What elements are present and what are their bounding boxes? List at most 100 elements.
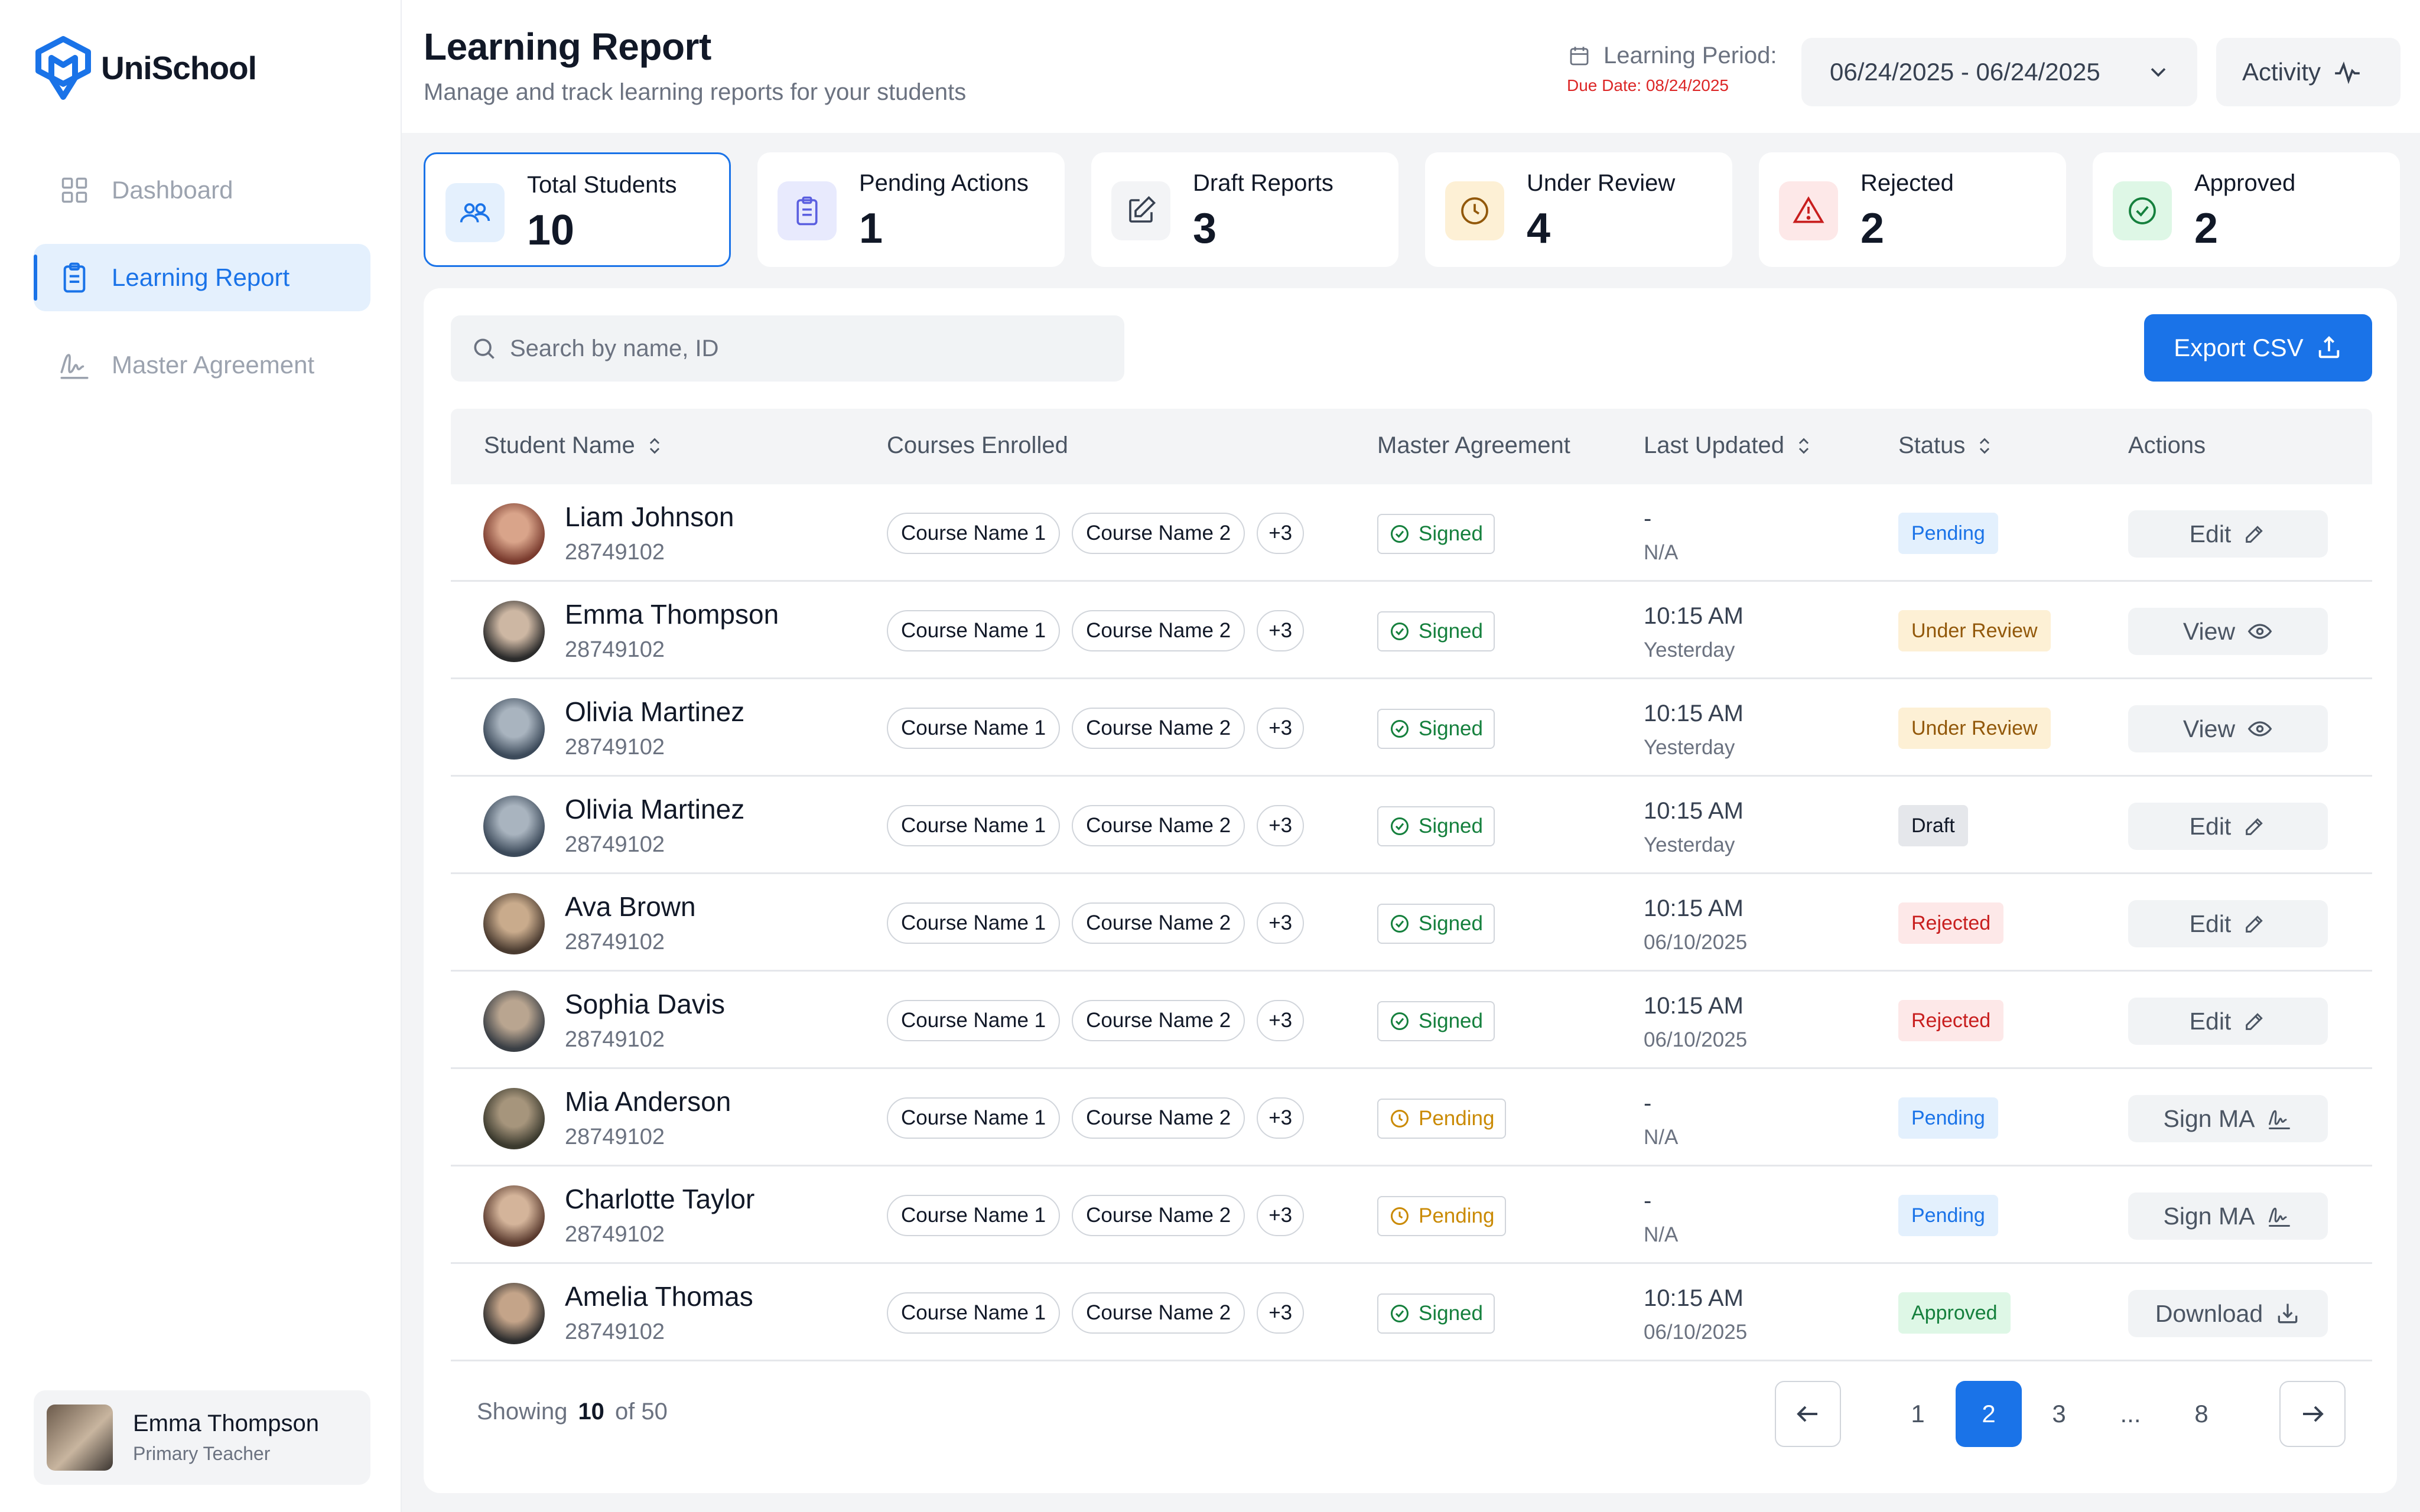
- column-status[interactable]: Status: [1898, 432, 1995, 459]
- more-courses-chip[interactable]: +3: [1257, 1292, 1305, 1334]
- student-name[interactable]: Charlotte Taylor: [565, 1184, 755, 1214]
- more-courses-chip[interactable]: +3: [1257, 1000, 1305, 1041]
- course-chip[interactable]: Course Name 2: [1072, 902, 1245, 944]
- student-name[interactable]: Olivia Martinez: [565, 794, 745, 825]
- row-action-button[interactable]: Sign MA: [2128, 1095, 2328, 1142]
- stat-card-pending-actions[interactable]: Pending Actions 1: [757, 152, 1065, 267]
- stat-card-under-review[interactable]: Under Review 4: [1425, 152, 1732, 267]
- master-agreement-badge: Signed: [1377, 611, 1495, 651]
- course-chip[interactable]: Course Name 2: [1072, 610, 1245, 651]
- course-chip[interactable]: Course Name 2: [1072, 1000, 1245, 1041]
- row-action-button[interactable]: Edit: [2128, 900, 2328, 947]
- course-chip[interactable]: Course Name 1: [887, 610, 1061, 651]
- column-student-name[interactable]: Student Name: [484, 432, 665, 459]
- user-profile-card[interactable]: Emma Thompson Primary Teacher: [34, 1390, 370, 1485]
- more-courses-chip[interactable]: +3: [1257, 805, 1305, 846]
- course-chip[interactable]: Course Name 1: [887, 513, 1061, 554]
- activity-icon: [2335, 61, 2360, 84]
- student-name[interactable]: Ava Brown: [565, 891, 696, 922]
- last-updated-time: -: [1644, 1188, 1652, 1214]
- course-chip[interactable]: Course Name 2: [1072, 1292, 1245, 1334]
- avatar: [483, 1088, 545, 1149]
- stat-card-rejected[interactable]: Rejected 2: [1759, 152, 2066, 267]
- course-chips: Course Name 1 Course Name 2 +3: [887, 1195, 1316, 1236]
- course-chip[interactable]: Course Name 1: [887, 1292, 1061, 1334]
- check-circle-icon: [1391, 623, 1409, 640]
- student-id: 28749102: [565, 832, 665, 857]
- course-chip[interactable]: Course Name 2: [1072, 1097, 1245, 1139]
- page-button-2[interactable]: 2: [1956, 1381, 2022, 1447]
- clock-icon: [1445, 181, 1504, 240]
- page-button-1[interactable]: 1: [1911, 1400, 1925, 1428]
- more-courses-chip[interactable]: +3: [1257, 708, 1305, 749]
- stat-value: 3: [1193, 205, 1217, 252]
- more-courses-chip[interactable]: +3: [1257, 1097, 1305, 1139]
- student-name[interactable]: Olivia Martinez: [565, 696, 745, 727]
- course-chip[interactable]: Course Name 2: [1072, 805, 1245, 846]
- row-action-button[interactable]: Sign MA: [2128, 1192, 2328, 1240]
- sidebar-item-master-agreement[interactable]: Master Agreement: [34, 331, 370, 399]
- course-chip[interactable]: Course Name 2: [1072, 1195, 1245, 1236]
- student-name[interactable]: Sophia Davis: [565, 989, 726, 1019]
- student-name[interactable]: Amelia Thomas: [565, 1281, 753, 1312]
- stat-card-total-students[interactable]: Total Students 10: [424, 152, 731, 267]
- stat-card-approved[interactable]: Approved 2: [2093, 152, 2400, 267]
- row-action-button[interactable]: View: [2128, 608, 2328, 655]
- more-courses-chip[interactable]: +3: [1257, 513, 1305, 554]
- warning-icon: [1779, 181, 1838, 240]
- student-name[interactable]: Emma Thompson: [565, 599, 779, 630]
- previous-page-button[interactable]: [1775, 1381, 1841, 1447]
- upload-icon: [2318, 336, 2339, 359]
- course-chip[interactable]: Course Name 2: [1072, 513, 1245, 554]
- ma-label: Pending: [1419, 1107, 1495, 1130]
- app-logo[interactable]: UniSchool: [34, 35, 257, 100]
- last-updated-date: Yesterday: [1644, 736, 1735, 759]
- course-chip[interactable]: Course Name 1: [887, 902, 1061, 944]
- date-range-dropdown[interactable]: 06/24/2025 - 06/24/2025: [1801, 38, 2197, 106]
- row-action-button[interactable]: Edit: [2128, 510, 2328, 558]
- row-action-button[interactable]: Edit: [2128, 998, 2328, 1045]
- course-chip[interactable]: Course Name 1: [887, 1000, 1061, 1041]
- sidebar-item-dashboard[interactable]: Dashboard: [34, 157, 370, 224]
- column-last-updated[interactable]: Last Updated: [1644, 432, 1814, 459]
- course-chips: Course Name 1 Course Name 2 +3: [887, 1292, 1316, 1334]
- export-csv-button[interactable]: Export CSV: [2144, 314, 2372, 382]
- last-updated-date: 06/10/2025: [1644, 1028, 1748, 1051]
- pencil-icon: [2246, 915, 2263, 933]
- course-chips: Course Name 1 Course Name 2 +3: [887, 1000, 1316, 1041]
- last-updated-date: N/A: [1644, 541, 1679, 564]
- table-row: Charlotte Taylor 28749102 Course Name 1 Cou…: [451, 1166, 2372, 1264]
- page-button-8[interactable]: 8: [2194, 1400, 2208, 1428]
- more-courses-chip[interactable]: +3: [1257, 902, 1305, 944]
- status-badge: Under Review: [1898, 610, 2051, 651]
- student-id: 28749102: [565, 540, 665, 565]
- due-date: Due Date: 08/24/2025: [1567, 76, 1729, 94]
- stat-card-draft-reports[interactable]: Draft Reports 3: [1091, 152, 1398, 267]
- status-badge: Pending: [1898, 1097, 1998, 1139]
- next-page-button[interactable]: [2279, 1381, 2346, 1447]
- last-updated-date: 06/10/2025: [1644, 1321, 1748, 1344]
- page-button-3[interactable]: 3: [2052, 1400, 2066, 1428]
- course-chip[interactable]: Course Name 2: [1072, 708, 1245, 749]
- ma-label: Signed: [1419, 620, 1483, 643]
- more-courses-chip[interactable]: +3: [1257, 610, 1305, 651]
- column-label: Actions: [2128, 432, 2206, 458]
- row-action-button[interactable]: Edit: [2128, 803, 2328, 850]
- row-action-button[interactable]: View: [2128, 705, 2328, 752]
- status-badge: Under Review: [1898, 708, 2051, 749]
- table-row: Emma Thompson 28749102 Course Name 1 Course…: [451, 582, 2372, 679]
- sidebar-item-label: Master Agreement: [112, 351, 315, 379]
- more-courses-chip[interactable]: +3: [1257, 1195, 1305, 1236]
- course-chip[interactable]: Course Name 1: [887, 1097, 1061, 1139]
- course-chip[interactable]: Course Name 1: [887, 1195, 1061, 1236]
- search-input[interactable]: Search by name, ID: [451, 315, 1124, 382]
- page-title: Learning Report: [424, 25, 711, 68]
- student-name[interactable]: Liam Johnson: [565, 501, 734, 532]
- row-action-button[interactable]: Download: [2128, 1290, 2328, 1337]
- check-circle-icon: [1391, 1012, 1409, 1030]
- student-name[interactable]: Mia Anderson: [565, 1086, 731, 1117]
- sidebar-item-learning-report[interactable]: Learning Report: [34, 244, 370, 311]
- activity-button[interactable]: Activity: [2216, 38, 2401, 106]
- course-chip[interactable]: Course Name 1: [887, 805, 1061, 846]
- course-chip[interactable]: Course Name 1: [887, 708, 1061, 749]
